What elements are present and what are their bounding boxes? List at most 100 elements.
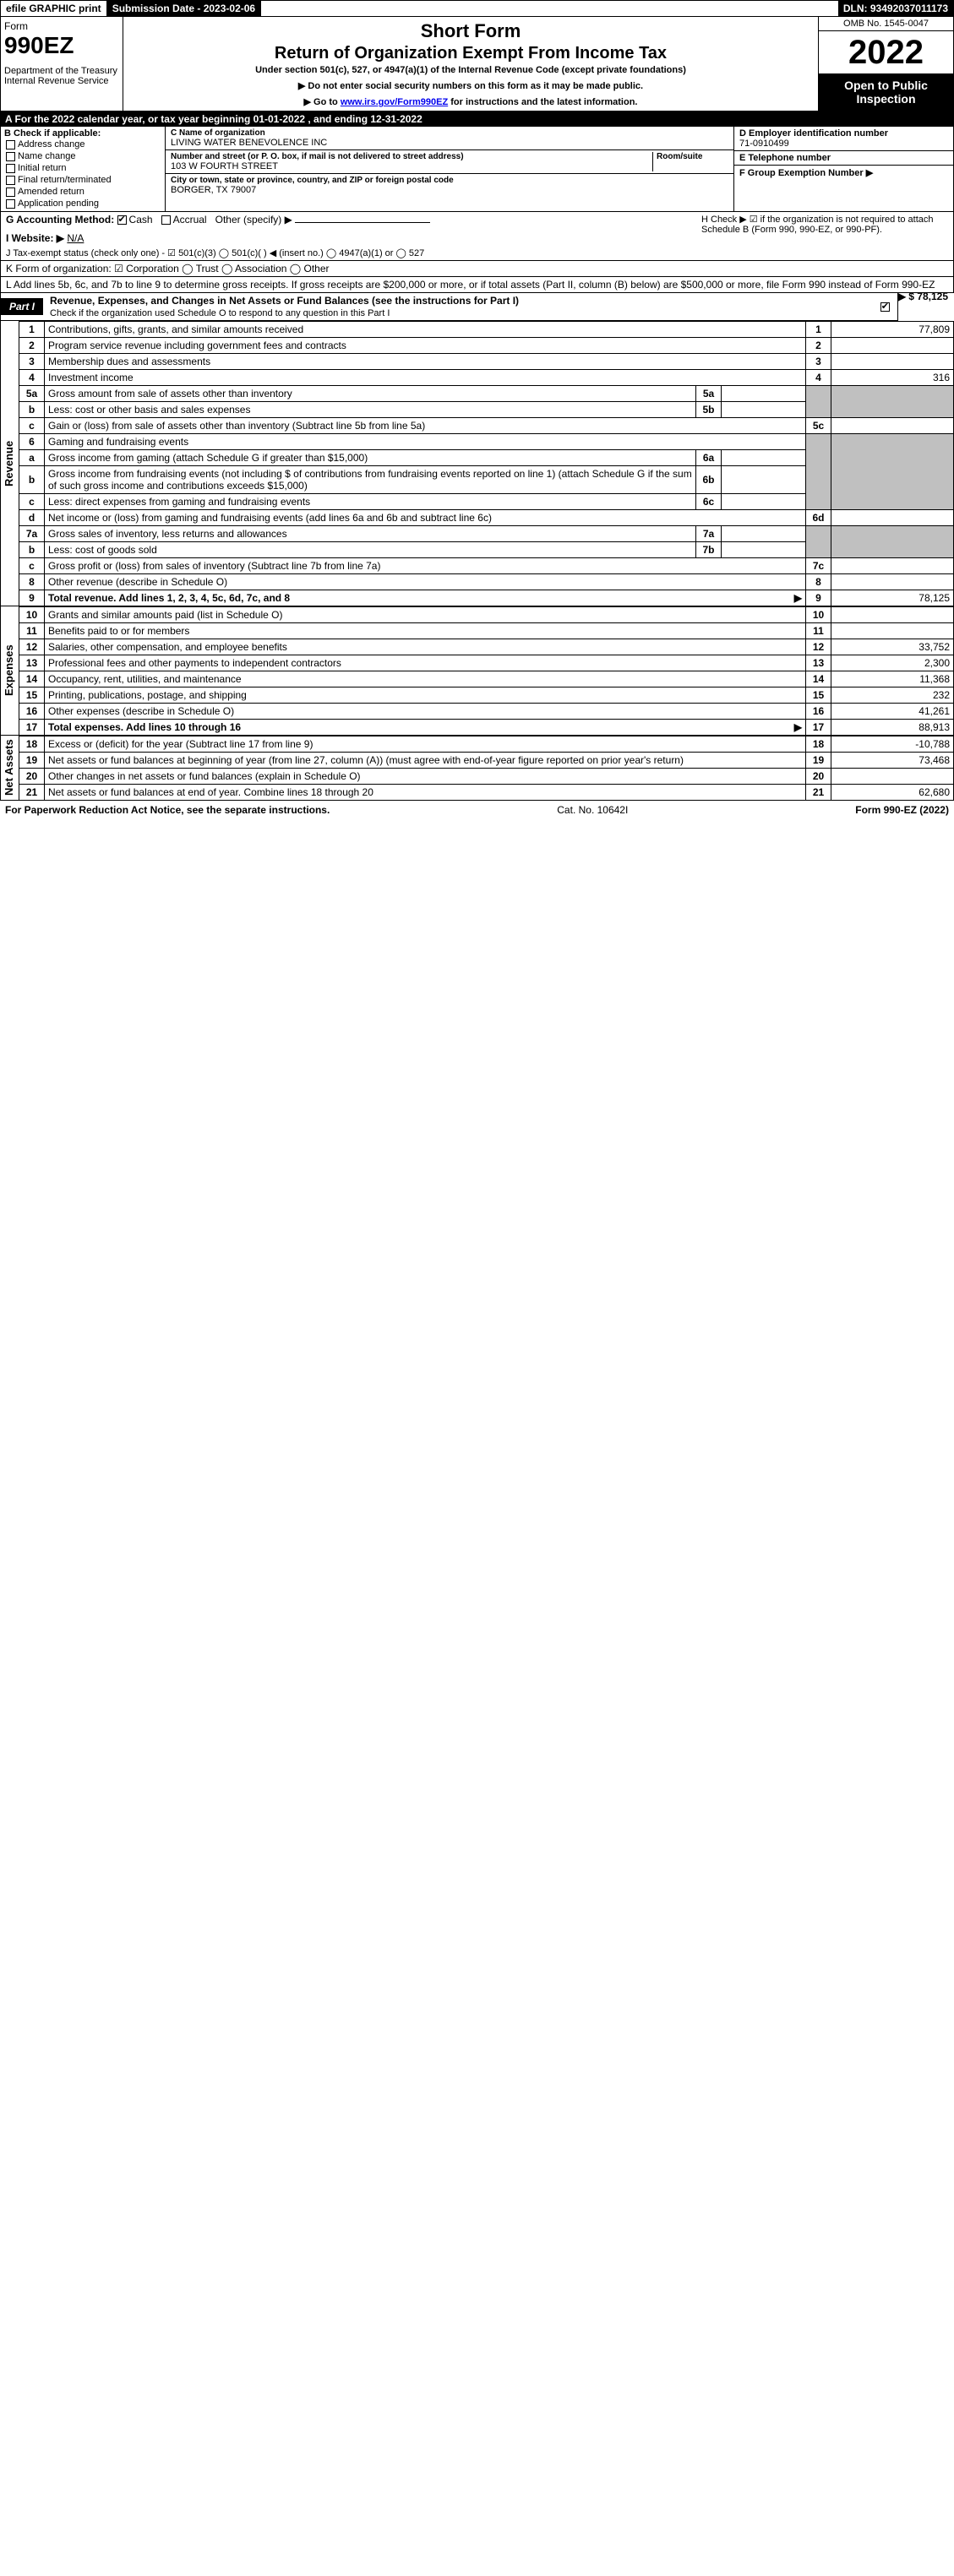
line-l-amount: ▶ $ 78,125 [898,291,948,302]
line-k: K Form of organization: ☑ Corporation ◯ … [0,261,954,277]
row-8: 8Other revenue (describe in Schedule O)8 [19,574,954,590]
row-10: 10Grants and similar amounts paid (list … [19,607,954,623]
c-name-row: C Name of organization LIVING WATER BENE… [166,127,733,150]
line-h: H Check ▶ ☑ if the organization is not r… [695,214,948,258]
row-5a: 5aGross amount from sale of assets other… [19,386,954,402]
row-18: 18Excess or (deficit) for the year (Subt… [19,736,954,753]
line-i: I Website: ▶ N/A [6,232,695,244]
f-group-row: F Group Exemption Number ▶ [734,166,953,211]
row-2: 2Program service revenue including gover… [19,338,954,354]
pub2-post: for instructions and the latest informat… [448,97,637,107]
line-l: L Add lines 5b, 6c, and 7b to line 9 to … [0,277,954,293]
row-16: 16Other expenses (describe in Schedule O… [19,704,954,720]
row-9: 9Total revenue. Add lines 1, 2, 3, 4, 5c… [19,590,954,606]
row-1: 1Contributions, gifts, grants, and simil… [19,322,954,338]
i-label: I Website: ▶ [6,232,64,244]
form-header: Form 990EZ Department of the Treasury In… [0,17,954,111]
e-phone-row: E Telephone number [734,151,953,166]
expenses-grid: Expenses 10Grants and similar amounts pa… [0,606,954,736]
row-19: 19Net assets or fund balances at beginni… [19,753,954,769]
opt-application-pending: Application pending [6,198,161,209]
row-7c: cGross profit or (loss) from sales of in… [19,558,954,574]
header-right: OMB No. 1545-0047 2022 Open to Public In… [818,17,953,111]
row-17: 17Total expenses. Add lines 10 through 1… [19,720,954,736]
room-label: Room/suite [657,152,728,161]
form-title: Return of Organization Exempt From Incom… [130,44,811,63]
netassets-table: 18Excess or (deficit) for the year (Subt… [19,736,954,801]
section-b: B Check if applicable: Address change Na… [0,127,954,212]
g-cash-check [117,215,127,225]
footer-left: For Paperwork Reduction Act Notice, see … [5,804,330,816]
section-def: D Employer identification number 71-0910… [733,127,953,211]
sideband-expenses: Expenses [0,606,19,736]
row-13: 13Professional fees and other payments t… [19,655,954,671]
row-21: 21Net assets or fund balances at end of … [19,785,954,801]
dln-label: DLN: 93492037011173 [838,1,953,16]
header-center: Short Form Return of Organization Exempt… [123,17,818,111]
addr-value: 103 W FOURTH STREET [171,161,652,171]
c-addr-row: Number and street (or P. O. box, if mail… [166,150,733,174]
city-value: BORGER, TX 79007 [171,185,728,195]
open-to-public: Open to Public Inspection [819,73,953,111]
pub-notice-1: ▶ Do not enter social security numbers o… [130,80,811,91]
opt-amended-return: Amended return [6,186,161,198]
row-20: 20Other changes in net assets or fund ba… [19,769,954,785]
pub2-pre: ▶ Go to [304,97,341,107]
d-ein-row: D Employer identification number 71-0910… [734,127,953,151]
form-number: 990EZ [4,32,119,59]
netassets-grid: Net Assets 18Excess or (deficit) for the… [0,736,954,801]
addr-label: Number and street (or P. O. box, if mail… [171,152,652,161]
opt-final-return: Final return/terminated [6,174,161,186]
form-subtitle: Under section 501(c), 527, or 4947(a)(1)… [130,65,811,75]
topbar-spacer [261,1,838,16]
f-label: F Group Exemption Number ▶ [739,167,948,178]
revenue-table: 1Contributions, gifts, grants, and simil… [19,321,954,606]
omb-number: OMB No. 1545-0047 [819,17,953,31]
row-11: 11Benefits paid to or for members11 [19,623,954,639]
g-accrual-check [161,215,171,225]
part1-title: Revenue, Expenses, and Changes in Net As… [43,293,875,320]
g-accrual: Accrual [173,214,207,226]
section-c: C Name of organization LIVING WATER BENE… [166,127,733,211]
irs-link[interactable]: www.irs.gov/Form990EZ [341,97,448,107]
submission-date: Submission Date - 2023-02-06 [107,1,261,16]
part1-checkbox [875,299,897,314]
row-14: 14Occupancy, rent, utilities, and mainte… [19,671,954,687]
g-cash: Cash [129,214,153,226]
footer-center: Cat. No. 10642I [557,804,628,816]
part1-header: Part I Revenue, Expenses, and Changes in… [0,293,898,321]
e-label: E Telephone number [739,153,948,163]
row-7a: 7aGross sales of inventory, less returns… [19,526,954,542]
row-12: 12Salaries, other compensation, and empl… [19,639,954,655]
b-check-label: B Check if applicable: [4,128,161,139]
revenue-grid: Revenue 1Contributions, gifts, grants, a… [0,321,954,606]
topbar: efile GRAPHIC print Submission Date - 20… [0,0,954,17]
row-6d: dNet income or (loss) from gaming and fu… [19,510,954,526]
expenses-table: 10Grants and similar amounts paid (list … [19,606,954,736]
tax-year: 2022 [819,31,953,73]
pub-notice-2: ▶ Go to www.irs.gov/Form990EZ for instru… [130,96,811,107]
c-city-row: City or town, state or province, country… [166,174,733,197]
i-value: N/A [67,232,84,244]
row-3: 3Membership dues and assessments3 [19,354,954,370]
row-5c: cGain or (loss) from sale of assets othe… [19,418,954,434]
line-a: A For the 2022 calendar year, or tax yea… [0,111,954,127]
form-word: Form [4,20,119,32]
line-g: G Accounting Method: Cash Accrual Other … [6,214,695,258]
short-form-title: Short Form [130,20,811,42]
dept-label: Department of the Treasury Internal Reve… [4,66,119,86]
efile-label: efile GRAPHIC print [1,1,107,16]
g-other: Other (specify) ▶ [215,214,292,226]
c-name-label: C Name of organization [171,128,728,138]
opt-initial-return: Initial return [6,162,161,174]
part1-tab: Part I [1,298,43,315]
c-name-value: LIVING WATER BENEVOLENCE INC [171,138,728,148]
line-gh: G Accounting Method: Cash Accrual Other … [0,212,954,261]
part1-subtitle: Check if the organization used Schedule … [50,308,390,318]
sideband-netassets: Net Assets [0,736,19,801]
section-b-left: B Check if applicable: Address change Na… [1,127,166,211]
row-15: 15Printing, publications, postage, and s… [19,687,954,704]
opt-address-change: Address change [6,139,161,150]
header-left: Form 990EZ Department of the Treasury In… [1,17,123,111]
line-l-text: L Add lines 5b, 6c, and 7b to line 9 to … [6,279,935,291]
